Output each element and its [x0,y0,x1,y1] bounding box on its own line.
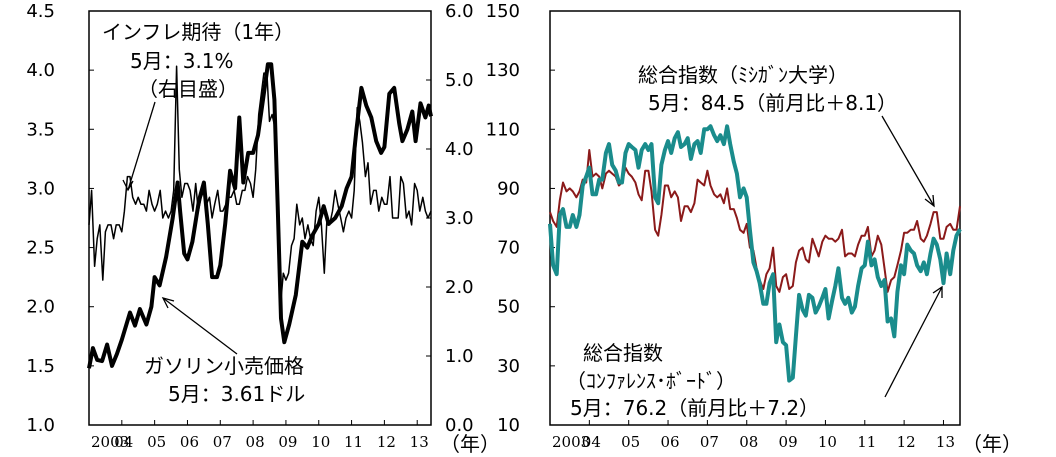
x-tick-label: 05 [621,433,640,451]
y-tick-label: 50 [497,297,520,318]
x-tick-label: 09 [278,433,297,451]
y-tick-label: 3.0 [445,208,474,229]
right-y-axis: 10 30 50 70 90 110 130 150 [486,1,520,436]
right-annotation-conference-arrow [884,286,943,398]
right-annotation-michigan-line2: 5月：84.5（前月比＋8.1） [648,91,897,115]
left-annotation-gasoline-line1: ガソリン小売価格 [144,354,304,378]
x-tick-label: 07 [213,433,232,451]
y-tick-label: 4.0 [445,139,474,160]
right-annotation-conference-line2: （ｺﾝﾌｧﾚﾝｽ･ﾎﾞｰﾄﾞ） [566,369,736,393]
x-tick-label: 11 [857,433,876,451]
right-annotation-conference-arrowhead [932,285,943,298]
y-tick-label: 4.5 [26,1,55,22]
right-annotation-michigan-line1: 総合指数（ﾐｼｶﾞﾝ大学） [638,63,848,87]
right-series [548,124,962,383]
left-annotation-inflation-line3: （右目盛） [138,77,238,101]
x-tick-label: 10 [818,433,837,451]
left-annotation-inflation-arrowhead [122,179,134,192]
y-tick-label: 1.5 [26,356,55,377]
series-line-1 [88,65,432,309]
left-annotation-inflation-line2: 5月：3.1% [130,49,234,73]
y-tick-label: 90 [497,178,520,199]
x-tick-label: 2003 [552,433,590,451]
x-tick-label: 13 [410,433,429,451]
left-x-axis-label: （年） [440,432,500,456]
right-annotation-michigan-arrowhead [924,194,935,208]
x-tick-label: 04 [582,433,601,451]
x-tick-label: 05 [147,433,166,451]
x-tick-label: 07 [700,433,719,451]
left-chart: 1.0 1.5 2.0 2.5 3.0 3.5 4.0 4.5 0.0 1.0 2.0 3.0 4.0… [26,1,500,456]
y-tick-label: 150 [486,1,520,22]
x-tick-label: 08 [246,433,265,451]
left-y-axis-left: 1.0 1.5 2.0 2.5 3.0 3.5 4.0 4.5 [26,1,55,436]
right-plot-frame [549,10,961,426]
x-tick-label: 10 [311,433,330,451]
y-tick-label: 6.0 [445,1,474,22]
y-tick-label: 4.0 [26,60,55,81]
y-tick-label: 1.0 [26,415,55,436]
y-tick-label: 5.0 [445,70,474,91]
y-tick-label: 2.0 [445,277,474,298]
x-tick-label: 13 [936,433,955,451]
y-tick-label: 10 [497,415,520,436]
left-annotation-inflation-line1: インフレ期待（1年） [102,20,294,44]
y-tick-label: 3.0 [26,178,55,199]
x-tick-label: 04 [114,433,133,451]
y-tick-label: 130 [486,60,520,81]
y-tick-label: 110 [486,119,520,140]
x-tick-label: 06 [660,433,679,451]
series-line-1 [548,124,962,383]
y-tick-label: 30 [497,356,520,377]
left-annotation-gasoline-line2: 5月：3.61ドル [168,382,305,406]
x-tick-label: 11 [344,433,363,451]
x-tick-label: 06 [180,433,199,451]
left-annotation-inflation-arrow [127,101,156,191]
series-line-0 [87,62,433,369]
y-tick-label: 2.5 [26,238,55,259]
y-tick-label: 1.0 [445,346,474,367]
x-tick-label: 08 [739,433,758,451]
y-tick-label: 3.5 [26,119,55,140]
x-tick-label: 2003 [91,433,129,451]
x-tick-label: 09 [779,433,798,451]
x-tick-label: 12 [897,433,916,451]
y-tick-label: 2.0 [26,297,55,318]
left-series [87,62,433,369]
left-y-axis-right: 0.0 1.0 2.0 3.0 4.0 5.0 6.0 [445,1,474,436]
right-annotation-conference-line1: 総合指数 [583,341,663,365]
right-annotation-michigan-arrow [881,115,935,207]
left-annotation-gasoline-arrow [162,297,238,355]
x-tick-label: 12 [377,433,396,451]
right-x-axis-label: （年） [962,432,1022,456]
y-tick-label: 70 [497,238,520,259]
right-annotation-conference-line3: 5月：76.2（前月比＋7.2） [570,396,819,420]
y-tick-label: 0.0 [445,415,474,436]
left-annotation-gasoline-arrowhead [161,296,175,309]
